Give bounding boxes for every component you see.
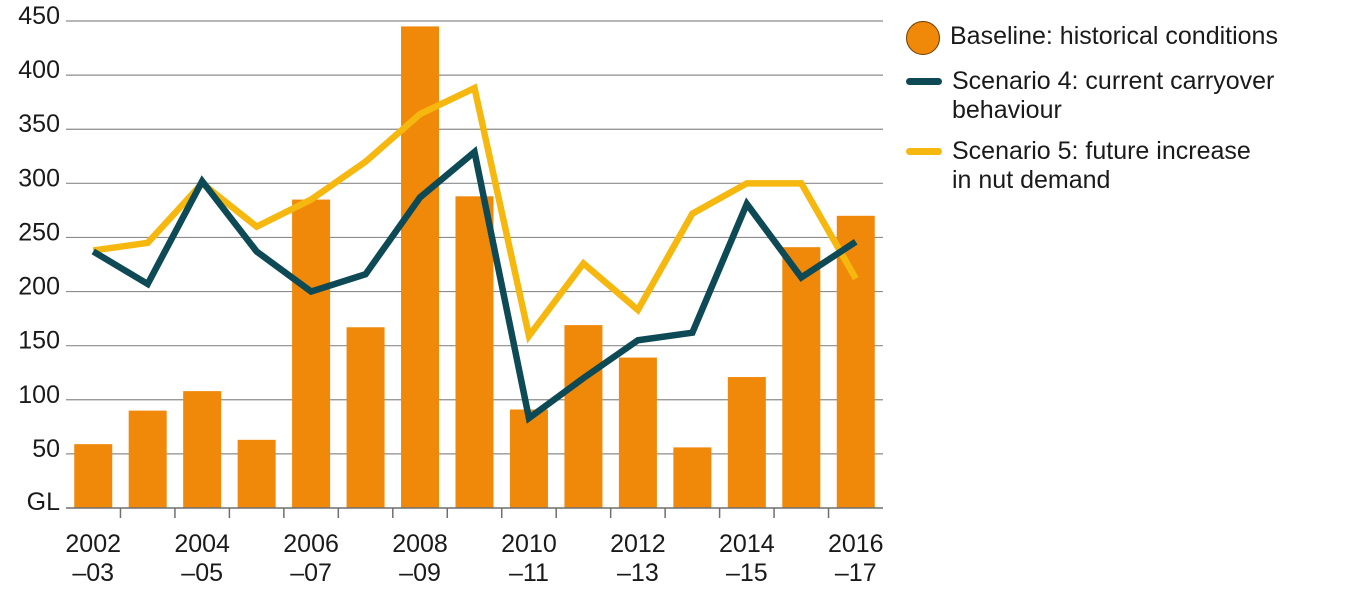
y-tick-label: 400: [18, 56, 60, 84]
bar-2011–12: [564, 325, 603, 508]
x-tick-label: –05: [181, 559, 223, 587]
bar-2006–07: [292, 199, 331, 509]
x-tick-label: 2008: [392, 530, 448, 558]
y-tick-label: 250: [18, 218, 60, 246]
legend-label-scenario-4: Scenario 4: current carryover behaviour: [952, 67, 1275, 124]
bar-2016–17: [836, 215, 875, 509]
x-tick-label: 2006: [283, 530, 339, 558]
legend-label-scenario-5: Scenario 5: future increase in nut deman…: [952, 137, 1251, 194]
bar-2002–03: [74, 444, 113, 508]
x-tick-label: 2012: [610, 530, 666, 558]
y-tick-label: 100: [18, 381, 60, 409]
bar-2014–15: [727, 377, 766, 508]
y-axis-label: GL: [27, 488, 60, 516]
bar-2013–14: [673, 447, 712, 508]
y-tick-label: 300: [18, 164, 60, 192]
bar-2003–04: [128, 410, 167, 508]
bar-2007–08: [346, 327, 385, 508]
y-tick-label: 50: [32, 435, 60, 463]
bar-2012–13: [618, 357, 657, 508]
baseline-swatch-icon: [906, 21, 940, 55]
x-tick-label: –17: [835, 559, 877, 587]
x-tick-label: –07: [290, 559, 332, 587]
x-tick-label: 2004: [174, 530, 230, 558]
x-tick-label: –11: [509, 559, 549, 587]
chart-area: 50100150200250300350400450GL2002–032004–…: [18, 2, 884, 587]
y-tick-label: 200: [18, 273, 60, 301]
scenario-4-swatch-icon: [906, 78, 942, 85]
x-tick-label: –03: [72, 559, 114, 587]
legend-item-baseline: Baseline: historical conditions: [906, 21, 1336, 55]
bar-2008–09: [401, 26, 440, 509]
scenario-5-swatch-icon: [906, 148, 942, 155]
bar-2004–05: [183, 391, 222, 508]
x-tick-label: 2016: [828, 530, 884, 558]
legend-item-scenario-4: Scenario 4: current carryover behaviour: [906, 67, 1336, 125]
x-tick-label: –15: [726, 559, 768, 587]
legend-label-baseline: Baseline: historical conditions: [950, 22, 1278, 50]
x-tick-label: 2014: [719, 530, 775, 558]
x-tick-label: 2002: [65, 530, 121, 558]
bar-2010–11: [509, 409, 548, 508]
x-tick-label: –09: [399, 559, 441, 587]
line-series-scenario-5: [92, 83, 859, 344]
chart-legend: Baseline: historical conditions Scenario…: [906, 21, 1336, 207]
x-tick-label: 2010: [501, 530, 557, 558]
y-tick-label: 150: [18, 327, 60, 355]
x-tick-label: –13: [617, 559, 659, 587]
bar-2005–06: [237, 439, 276, 508]
y-tick-label: 450: [18, 2, 60, 30]
bar-2009–10: [455, 196, 494, 508]
line-series-scenario-4: [91, 145, 858, 424]
bar-2015–16: [782, 247, 821, 508]
legend-item-scenario-5: Scenario 5: future increase in nut deman…: [906, 137, 1336, 195]
y-tick-label: 350: [18, 110, 60, 138]
